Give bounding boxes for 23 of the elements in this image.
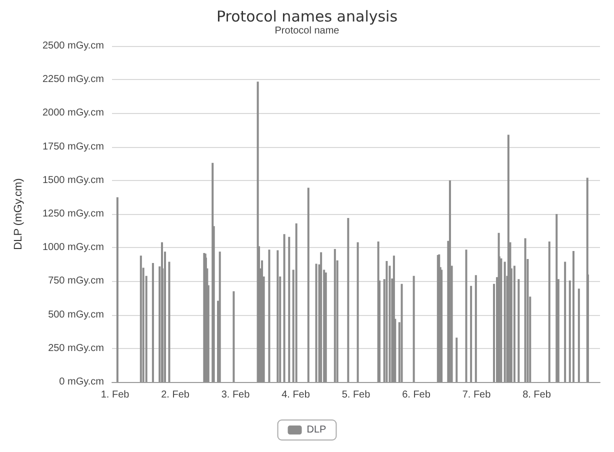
y-tick-label: 500 mGy.cm [48,309,104,320]
y-tick-label: 1250 mGy.cm [42,208,104,220]
x-tick-label: 1. Feb [100,390,130,400]
y-tick-label: 1500 mGy.cm [42,174,104,186]
y-tick-label: 250 mGy.cm [48,342,104,354]
x-tick-label: 3. Feb [221,390,250,400]
x-tick-label: 4. Feb [282,390,310,400]
x-tick-label: 6. Feb [402,390,431,400]
y-tick-label: 750 mGy.cm [48,276,104,287]
x-tick-label: 8. Feb [522,390,552,400]
legend-label: DLP [306,424,327,436]
x-tick-label: 2. Feb [161,390,190,400]
y-tick-label: 2250 mGy.cm [42,74,104,86]
y-tick-label: 2000 mGy.cm [42,108,104,119]
y-tick-label: 1750 mGy.cm [42,141,104,152]
y-axis-title: DLP (mGy.cm) [12,178,24,250]
x-tick-label: 7. Feb [462,390,492,400]
chart-subtitle: Protocol name [274,26,340,36]
y-tick-label: 1000 mGy.cm [42,242,104,254]
y-tick-label: 0 mGy.cm [59,376,104,388]
x-tick-label: 5. Feb [342,390,371,400]
y-tick-label: 2500 mGy.cm [42,40,104,52]
chart-title: Protocol names analysis [216,8,398,26]
